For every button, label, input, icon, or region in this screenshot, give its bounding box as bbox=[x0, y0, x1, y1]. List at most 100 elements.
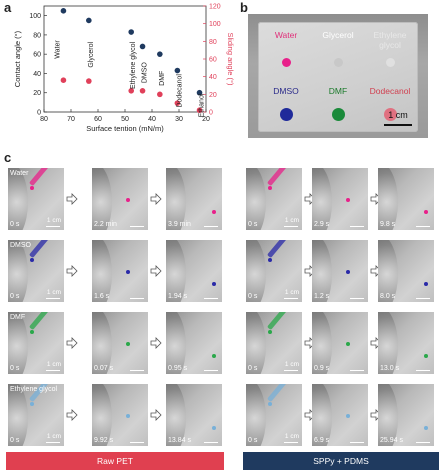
group-label-sppy-pdms: SPPy + PDMS bbox=[243, 452, 439, 470]
time-label: 0 s bbox=[248, 365, 258, 372]
droplet bbox=[281, 58, 291, 67]
time-label: 13.0 s bbox=[380, 365, 400, 372]
droplet-label: DMSO bbox=[273, 86, 299, 96]
liquid-annotation: Water bbox=[54, 40, 61, 59]
droplet bbox=[126, 270, 130, 274]
scale-bar-label: 1 cm bbox=[388, 110, 408, 120]
sliding-angle-point bbox=[86, 78, 92, 84]
sequence-frame: 0 s 1 cm bbox=[246, 312, 302, 374]
scale-bar-label: 1 cm bbox=[46, 433, 61, 440]
y-right-tick-label: 80 bbox=[209, 39, 217, 46]
contact-angle-point bbox=[196, 89, 203, 96]
droplet-label: Water bbox=[274, 30, 298, 40]
liquid-annotation: Ethanol bbox=[199, 93, 206, 117]
time-label: 25.94 s bbox=[380, 437, 403, 444]
y-left-tick-label: 60 bbox=[33, 52, 41, 59]
droplet bbox=[331, 108, 345, 121]
sequence-frame: 0 s 1 cm bbox=[246, 240, 302, 302]
scale-bar-label: 1 cm bbox=[284, 433, 299, 440]
sequence-frame: 0 s 1 cm bbox=[246, 168, 302, 230]
sequence-frame: 8.0 s bbox=[378, 240, 434, 302]
x-axis-label: Surface tention (mN/m) bbox=[86, 124, 164, 133]
droplet bbox=[346, 414, 350, 418]
sequence-frame: 0.07 s bbox=[92, 312, 148, 374]
sequence-frame: 9.8 s bbox=[378, 168, 434, 230]
scale-bar bbox=[416, 369, 430, 371]
contact-angle-chart: 80 70 60 50 40 30 2002040608010002040608010012… bbox=[13, 4, 235, 134]
droplet-label: Dodecanol bbox=[369, 86, 411, 96]
time-label: 0.95 s bbox=[168, 365, 188, 372]
droplet bbox=[424, 426, 428, 430]
panel-letter-b: b bbox=[240, 0, 248, 15]
sequence-frame: 25.94 s bbox=[378, 384, 434, 446]
scale-bar-label: 1 cm bbox=[284, 289, 299, 296]
scale-bar-label: 1 cm bbox=[46, 361, 61, 368]
time-label: 2.2 min bbox=[94, 221, 117, 228]
droplet bbox=[383, 108, 397, 121]
pipette bbox=[266, 168, 291, 187]
contact-angle-point bbox=[60, 8, 67, 14]
scale-bar bbox=[416, 297, 430, 299]
scale-bar bbox=[416, 441, 430, 443]
time-label: 9.92 s bbox=[94, 437, 114, 444]
y-left-tick-label: 20 bbox=[33, 90, 41, 97]
x-tick-label: 50 bbox=[121, 116, 129, 123]
y-left-tick-label: 80 bbox=[33, 32, 41, 39]
scale-bar bbox=[204, 225, 218, 227]
sequence-frame: DMF 0 s 1 cm bbox=[8, 312, 64, 374]
time-label: 6.9 s bbox=[314, 437, 330, 444]
scale-bar bbox=[204, 369, 218, 371]
droplet-label: Glycerol bbox=[322, 30, 354, 40]
scale-bar-label: 1 cm bbox=[46, 289, 61, 296]
sequence-frame: 1.2 s bbox=[312, 240, 368, 302]
sliding-angle-point bbox=[60, 77, 67, 83]
sliding-angle-point bbox=[196, 107, 203, 114]
y-right-tick-label: 40 bbox=[209, 74, 217, 81]
droplet bbox=[385, 58, 395, 67]
sequence-frame: 0.95 s bbox=[166, 312, 222, 374]
droplet bbox=[333, 58, 343, 67]
x-tick-label: 80 bbox=[40, 116, 48, 123]
scale-bar bbox=[46, 225, 60, 227]
time-label: 0 s bbox=[248, 293, 258, 300]
scale-bar bbox=[416, 225, 430, 227]
y-right-tick-label: 100 bbox=[209, 21, 221, 28]
time-label: 3.9 min bbox=[168, 221, 191, 228]
scale-bar bbox=[46, 297, 60, 299]
sequence-frame: 0.9 s bbox=[312, 312, 368, 374]
panel-letter-c: c bbox=[4, 150, 12, 165]
liquid-annotation: Glycerol bbox=[88, 41, 95, 67]
droplet bbox=[279, 108, 293, 121]
y-right-tick-label: 60 bbox=[209, 57, 217, 64]
pipette bbox=[266, 240, 291, 259]
liquid-label: Ethylene glycol bbox=[10, 386, 58, 393]
pipette bbox=[266, 312, 291, 331]
panel-letter-a: a bbox=[4, 0, 12, 15]
scale-bar bbox=[284, 441, 298, 443]
liquid-annotation: Dodecanol bbox=[176, 74, 183, 108]
scale-bar bbox=[204, 297, 218, 299]
sliding-angle-point bbox=[157, 91, 163, 98]
liquid-label: DMF bbox=[10, 314, 26, 321]
glass-slide: Water Glycerol Ethylene glycol DMSO DMF Dodec… bbox=[258, 22, 418, 132]
droplet bbox=[126, 414, 130, 418]
scale-bar-label: 1 cm bbox=[284, 217, 299, 224]
scale-bar bbox=[350, 297, 364, 299]
scale-bar bbox=[350, 225, 364, 227]
y-axis-label-right: Sliding angle (°) bbox=[226, 32, 235, 86]
droplet-label: DMF bbox=[328, 86, 348, 96]
scale-bar bbox=[130, 225, 144, 227]
time-label: 0 s bbox=[10, 437, 20, 444]
y-left-tick-label: 0 bbox=[37, 110, 41, 117]
scale-bar-label: 1 cm bbox=[46, 217, 61, 224]
sequence-frame: 3.9 min bbox=[166, 168, 222, 230]
droplet-photo: Water Glycerol Ethylene glycol DMSO DMF Dodec… bbox=[248, 14, 428, 138]
scale-bar bbox=[284, 297, 298, 299]
y-axis-label-left: Contact angle (°) bbox=[13, 30, 22, 87]
time-label: 8.0 s bbox=[380, 293, 396, 300]
droplet bbox=[268, 402, 272, 406]
droplet bbox=[212, 426, 216, 430]
y-right-tick-label: 0 bbox=[209, 110, 213, 117]
sequence-frame: 0 s 1 cm bbox=[246, 384, 302, 446]
y-left-tick-label: 40 bbox=[33, 71, 41, 78]
